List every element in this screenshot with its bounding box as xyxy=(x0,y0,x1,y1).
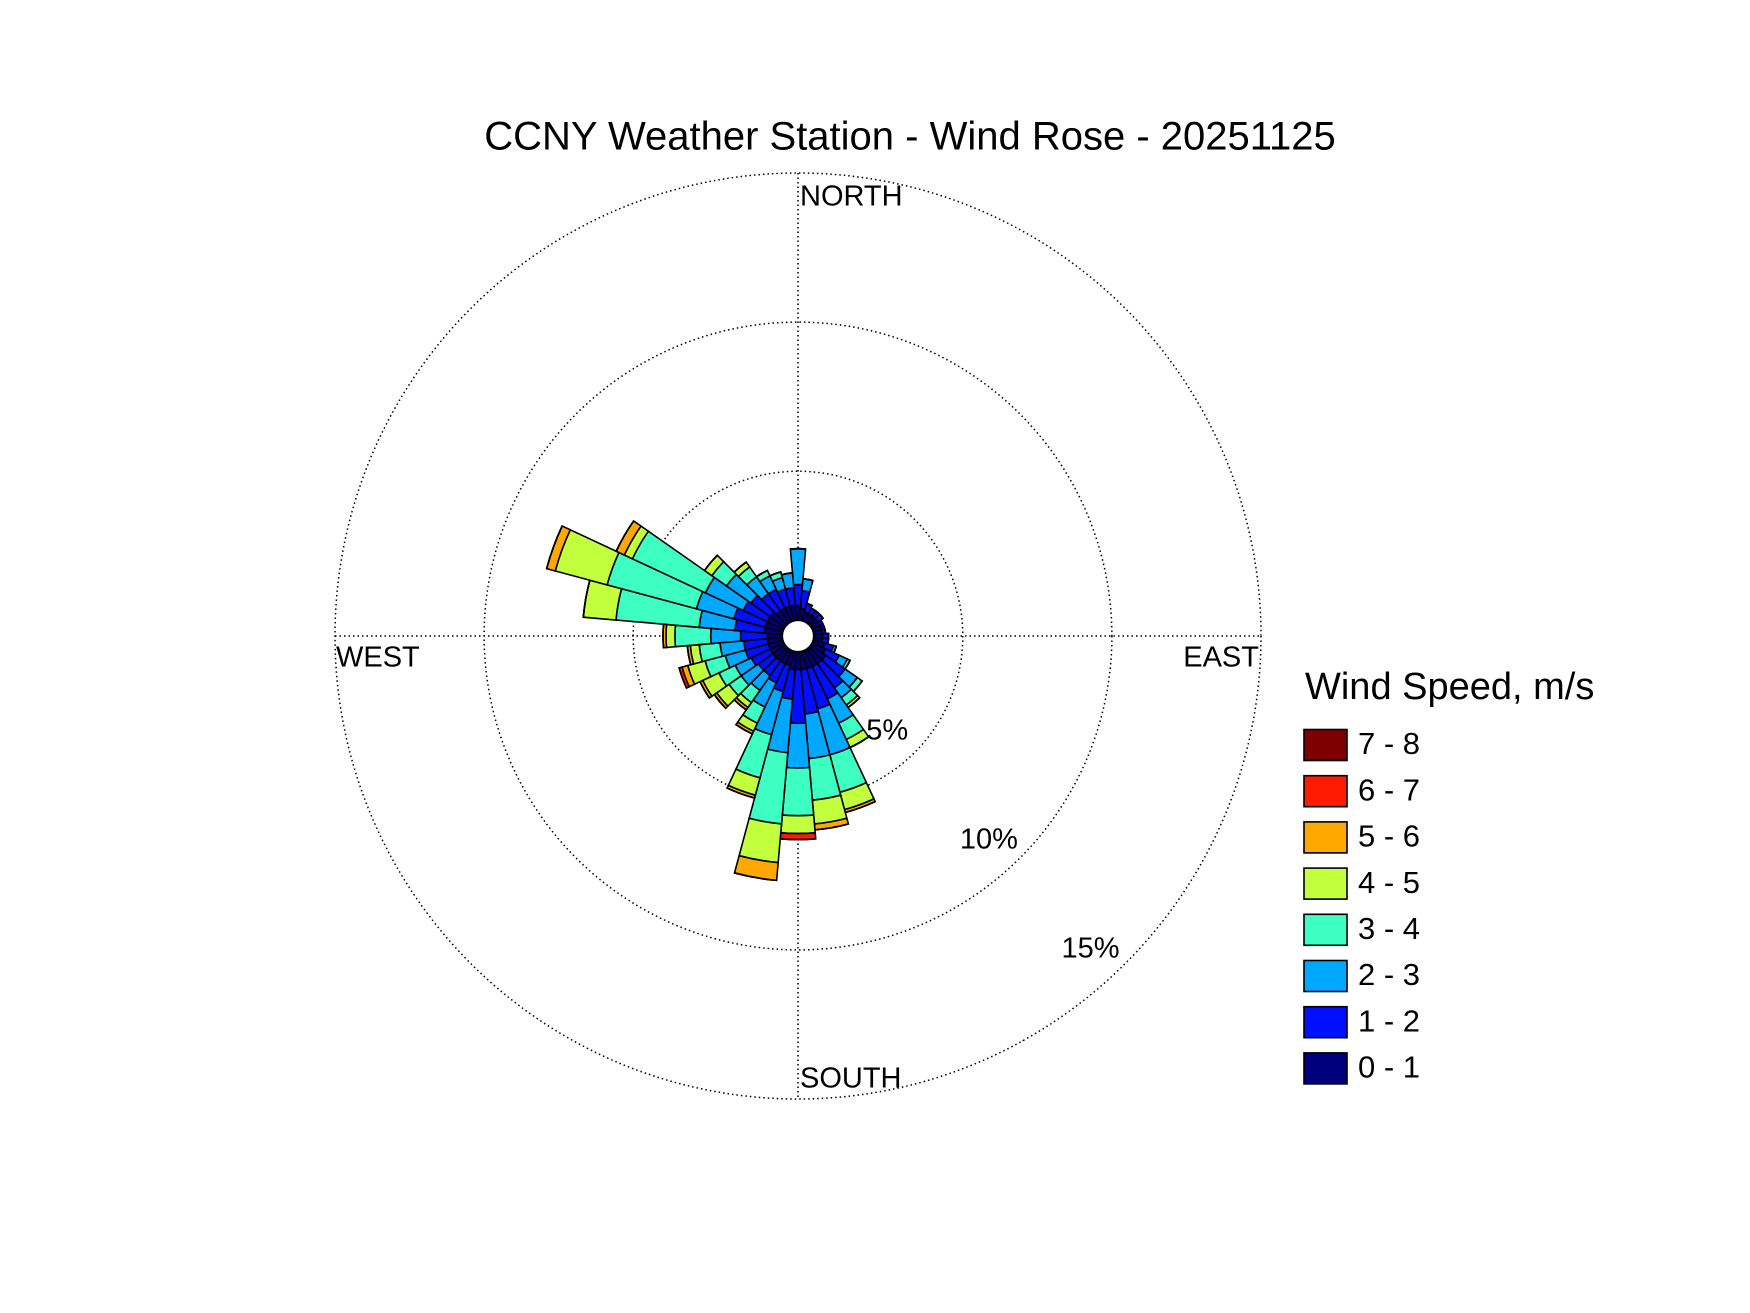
compass-east: EAST xyxy=(1183,642,1259,674)
compass-north: NORTH xyxy=(800,181,903,213)
legend-label: 0 - 1 xyxy=(1358,1050,1420,1085)
wind-segment xyxy=(662,624,665,648)
wind-segment xyxy=(615,520,635,552)
legend-label: 1 - 2 xyxy=(1358,1003,1420,1038)
r-tick-label: 15% xyxy=(1062,932,1120,964)
legend-swatch xyxy=(1303,728,1348,762)
legend-swatch xyxy=(1303,1005,1348,1039)
legend-label: 3 - 4 xyxy=(1358,911,1420,946)
r-tick-label: 5% xyxy=(866,714,908,746)
polar-grid xyxy=(334,172,1262,1100)
legend-label: 4 - 5 xyxy=(1358,865,1420,900)
legend-swatch xyxy=(1303,959,1348,993)
legend-swatch xyxy=(1303,913,1348,947)
compass-south: SOUTH xyxy=(800,1063,902,1095)
legend: Wind Speed, m/s 0 - 1 1 - 2 2 - 3 3 - 4 4 - … xyxy=(1303,666,1594,1085)
legend-swatch xyxy=(1303,1052,1348,1085)
legend-label: 5 - 6 xyxy=(1358,819,1420,854)
wind-segment xyxy=(781,766,815,817)
chart-title: CCNY Weather Station - Wind Rose - 20251… xyxy=(484,115,1336,159)
wind-segment xyxy=(781,572,793,576)
grid-ring xyxy=(483,321,1113,951)
wind-segment xyxy=(756,569,768,578)
wind-segment xyxy=(665,623,677,649)
legend-label: 2 - 3 xyxy=(1358,957,1420,992)
wind-segment xyxy=(733,561,747,573)
legend-label: 7 - 8 xyxy=(1358,726,1420,761)
wind-segment xyxy=(780,837,816,841)
center-hole xyxy=(781,619,815,653)
legend-title: Wind Speed, m/s xyxy=(1305,666,1594,708)
wind-segment xyxy=(545,525,563,569)
compass-west: WEST xyxy=(336,642,420,674)
axis-labels: NORTH WEST EAST SOUTH 5% 10% 15% xyxy=(336,181,1259,1095)
r-tick-label: 10% xyxy=(960,823,1018,855)
wind-segment xyxy=(703,554,718,572)
legend-label: 6 - 7 xyxy=(1358,772,1420,807)
grid-ring xyxy=(632,470,964,802)
legend-swatch xyxy=(1303,867,1348,900)
wind-segment xyxy=(779,814,817,835)
legend-swatch xyxy=(1303,774,1348,808)
legend-swatch xyxy=(1303,821,1348,854)
wind-bars xyxy=(545,519,877,882)
wind-segment xyxy=(738,817,783,864)
grid-ring xyxy=(334,172,1262,1100)
